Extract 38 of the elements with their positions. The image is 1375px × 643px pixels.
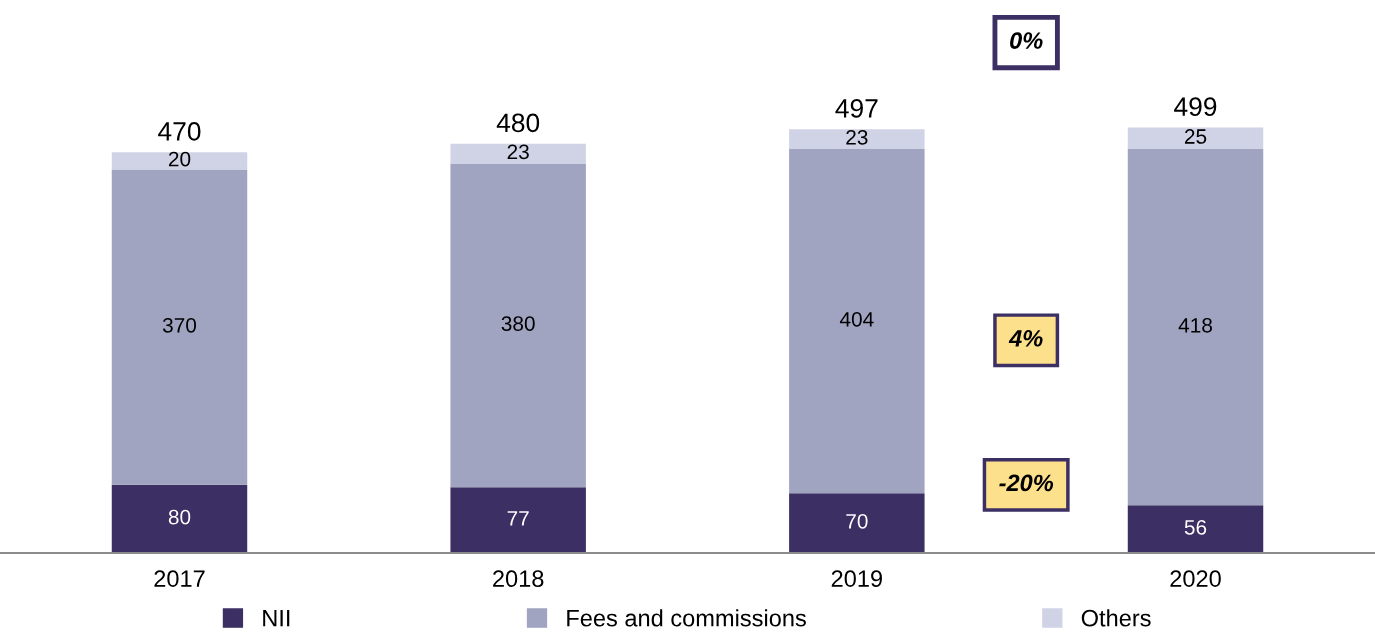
- data-label: 370: [162, 317, 197, 333]
- bar: [111, 484, 248, 553]
- bar: [450, 487, 586, 553]
- total-label: 470: [158, 122, 201, 141]
- data-label: 404: [839, 311, 874, 327]
- annotation: -20%: [999, 474, 1054, 492]
- bar: [111, 152, 248, 170]
- x-tick-label: 2019: [831, 570, 882, 587]
- data-label: 70: [846, 513, 868, 529]
- legend-label: Fees and commissions: [567, 609, 806, 627]
- text: 0%: [1010, 32, 1043, 49]
- x-tick-label: 2017: [154, 570, 205, 587]
- bar: [789, 129, 925, 149]
- data-label: 20: [168, 151, 191, 167]
- annotation: 4%: [1008, 330, 1043, 347]
- bar: [450, 163, 586, 488]
- data-label: 23: [507, 144, 529, 160]
- x-tick-label: 2018: [493, 570, 544, 587]
- bar: [1127, 148, 1264, 506]
- x-tick-label: 2020: [1170, 570, 1221, 587]
- data-label: 56: [1184, 519, 1207, 535]
- bar: [450, 143, 586, 164]
- data-label: 23: [846, 129, 868, 145]
- data-label: 77: [507, 511, 529, 526]
- data-label: 380: [501, 316, 535, 331]
- bar: [789, 493, 925, 553]
- data-label: 25: [1184, 129, 1207, 144]
- legend-label: Others: [1081, 609, 1151, 627]
- total-label: 480: [496, 113, 540, 133]
- data-label: 80: [168, 509, 191, 525]
- data-label: 418: [1178, 317, 1212, 333]
- total-label: 497: [835, 99, 878, 118]
- bar: [1127, 127, 1264, 149]
- total-label: 499: [1174, 97, 1217, 117]
- bar: [111, 169, 248, 485]
- bar: [789, 148, 925, 494]
- legend-label: NII: [263, 610, 290, 627]
- bar: [1127, 505, 1264, 553]
